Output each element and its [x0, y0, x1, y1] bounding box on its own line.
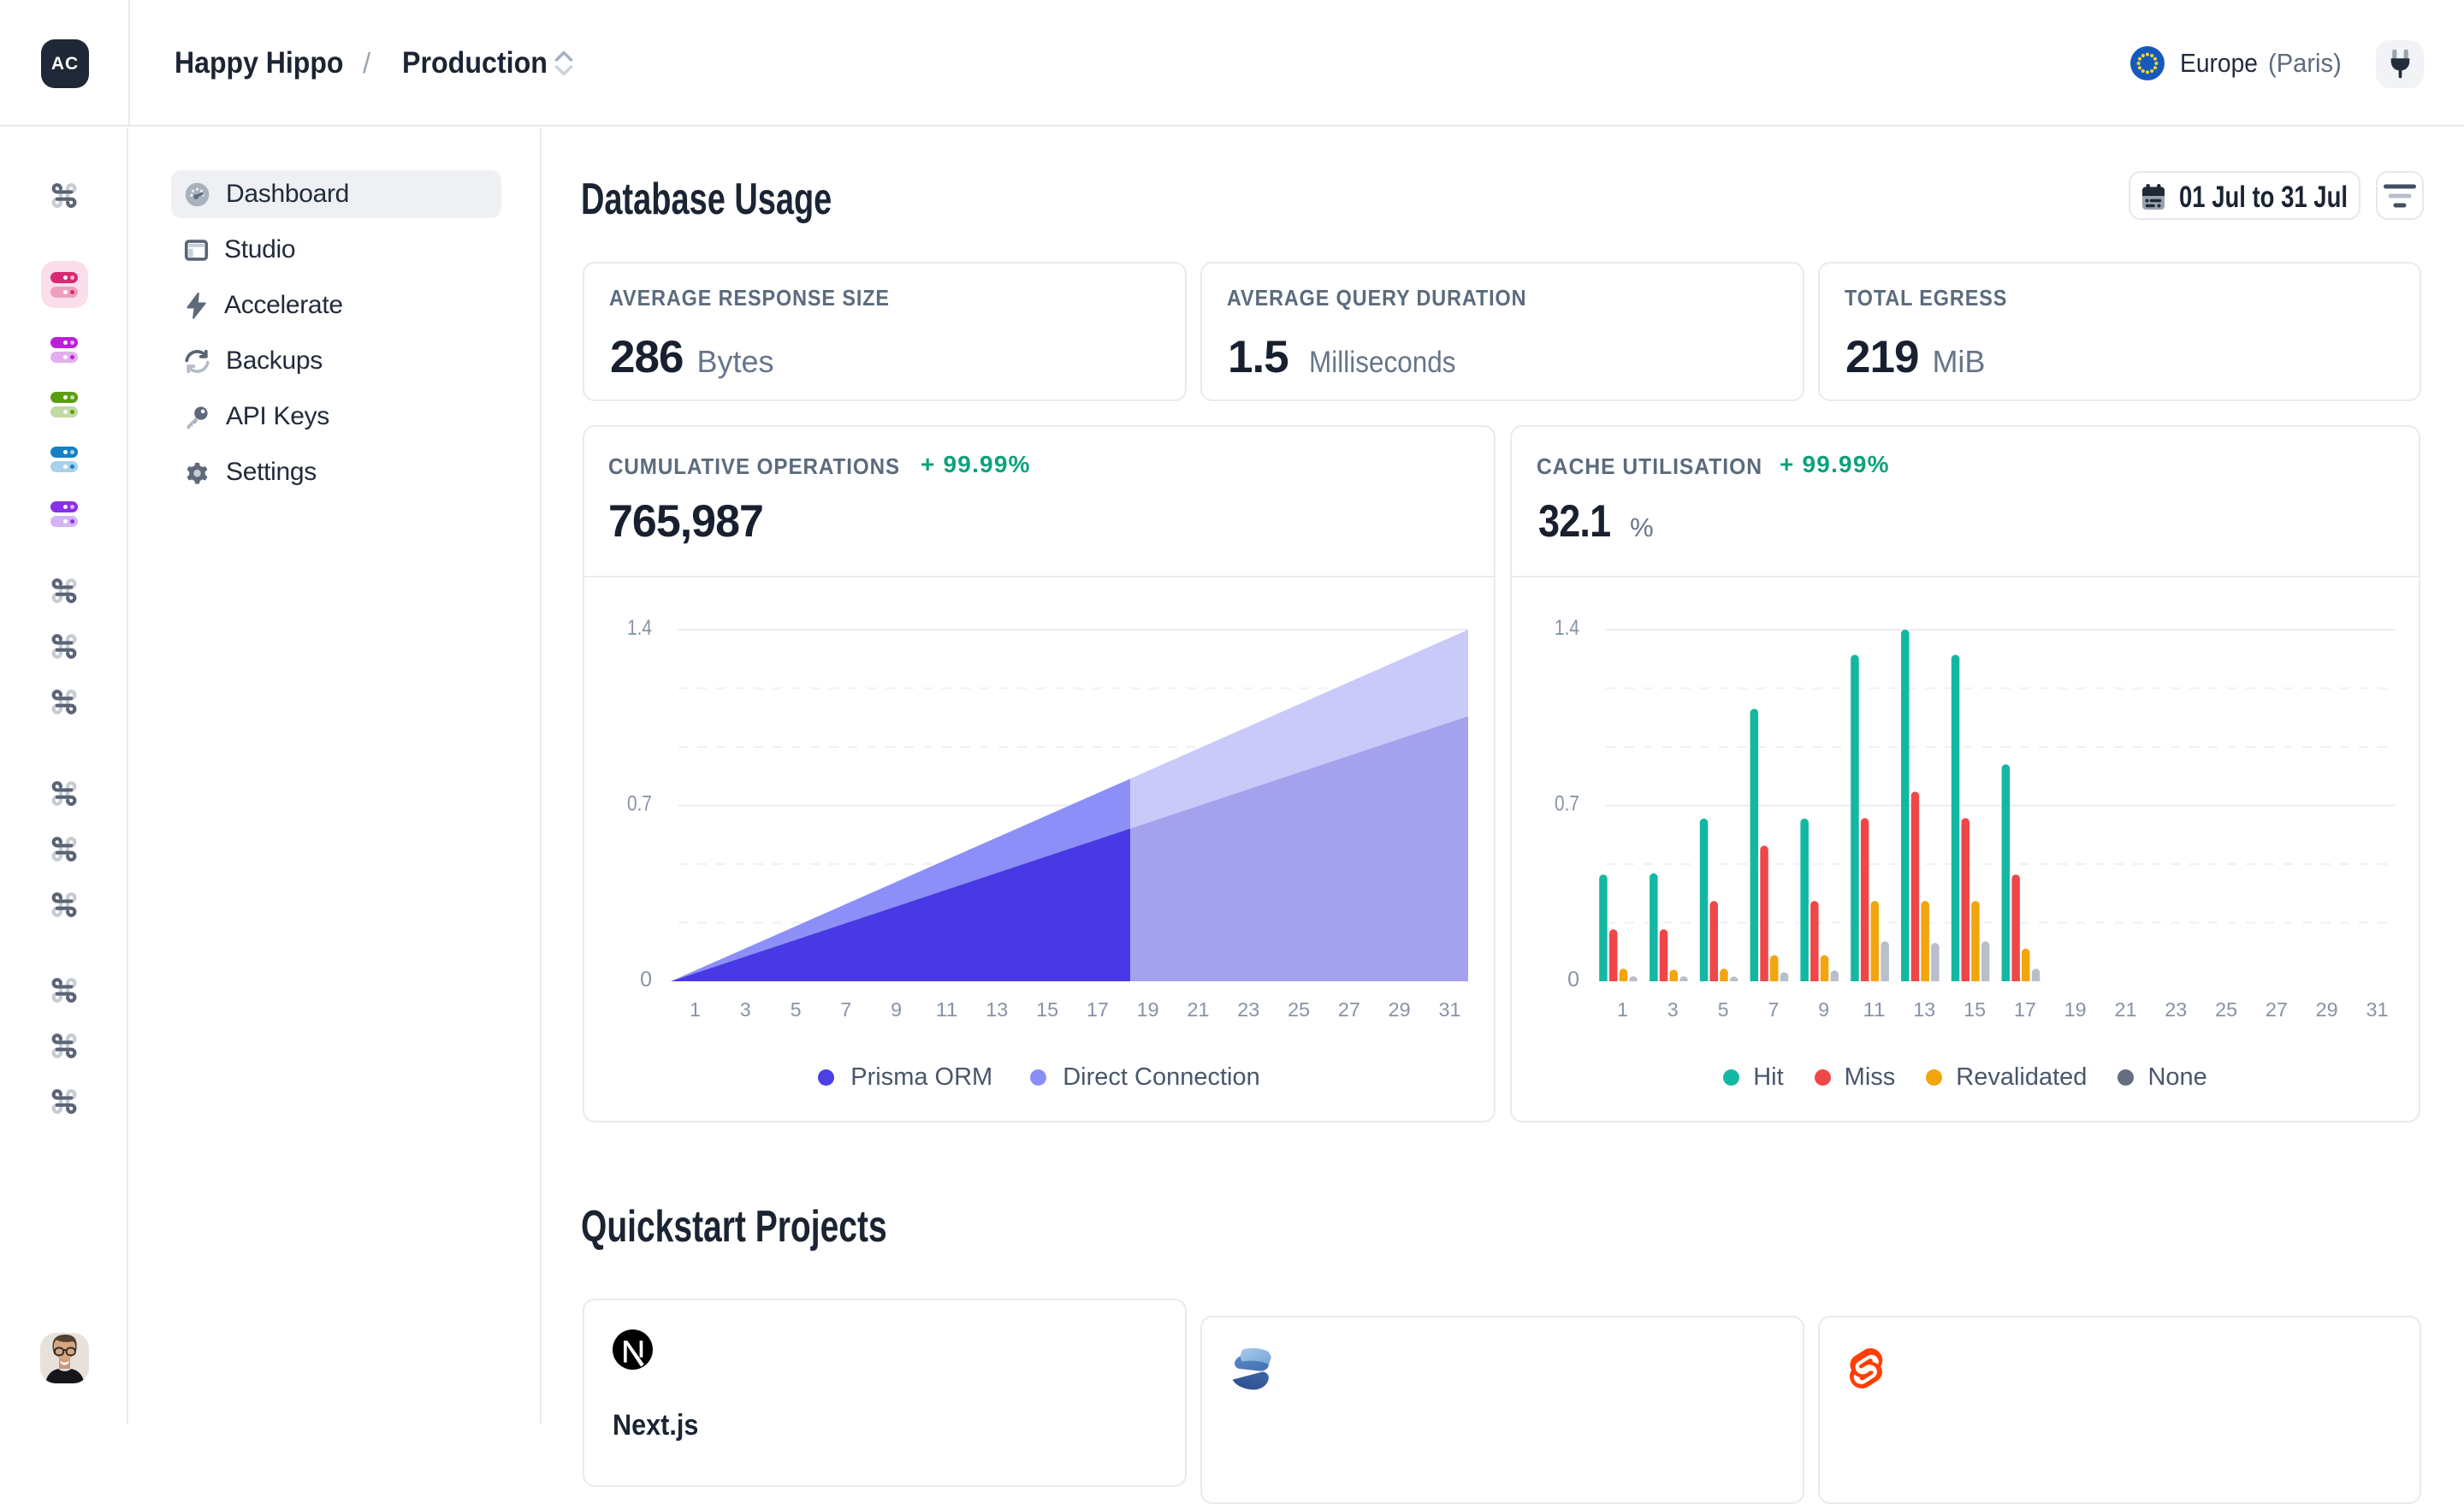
svg-text:0.7: 0.7	[627, 792, 652, 816]
svg-text:27: 27	[1338, 998, 1360, 1021]
svg-text:17: 17	[2014, 998, 2036, 1021]
svg-text:29: 29	[1389, 998, 1411, 1021]
svg-text:13: 13	[1913, 998, 1935, 1021]
svg-text:0.7: 0.7	[1555, 792, 1579, 816]
svg-text:5: 5	[1718, 998, 1729, 1021]
svg-text:31: 31	[1439, 998, 1461, 1021]
svg-text:0: 0	[1567, 968, 1579, 992]
svg-text:25: 25	[2215, 998, 2237, 1021]
svg-text:9: 9	[891, 998, 902, 1021]
svg-text:1: 1	[1617, 998, 1628, 1021]
svg-text:13: 13	[986, 998, 1008, 1021]
svg-text:3: 3	[1667, 998, 1679, 1021]
svg-text:7: 7	[841, 998, 852, 1021]
svg-text:15: 15	[1964, 998, 1986, 1021]
svg-text:15: 15	[1036, 998, 1058, 1021]
svg-text:9: 9	[1818, 998, 1829, 1021]
svg-text:19: 19	[2064, 998, 2087, 1021]
svg-text:25: 25	[1288, 998, 1310, 1021]
svg-text:11: 11	[936, 998, 958, 1021]
svg-text:0: 0	[640, 968, 652, 992]
svg-text:19: 19	[1137, 998, 1159, 1021]
svg-text:31: 31	[2366, 998, 2389, 1021]
svg-text:21: 21	[1188, 998, 1210, 1021]
svg-text:29: 29	[2316, 998, 2338, 1021]
svg-text:3: 3	[740, 998, 751, 1021]
svg-text:5: 5	[791, 998, 802, 1021]
svg-text:23: 23	[1237, 998, 1259, 1021]
svg-text:21: 21	[2115, 998, 2137, 1021]
svg-text:27: 27	[2266, 998, 2288, 1021]
svg-text:17: 17	[1087, 998, 1109, 1021]
svg-text:1: 1	[690, 998, 701, 1021]
svg-text:7: 7	[1768, 998, 1780, 1021]
svg-text:1.4: 1.4	[627, 616, 652, 640]
svg-text:1.4: 1.4	[1555, 616, 1579, 640]
svg-text:23: 23	[2165, 998, 2187, 1021]
svg-text:11: 11	[1863, 998, 1886, 1021]
